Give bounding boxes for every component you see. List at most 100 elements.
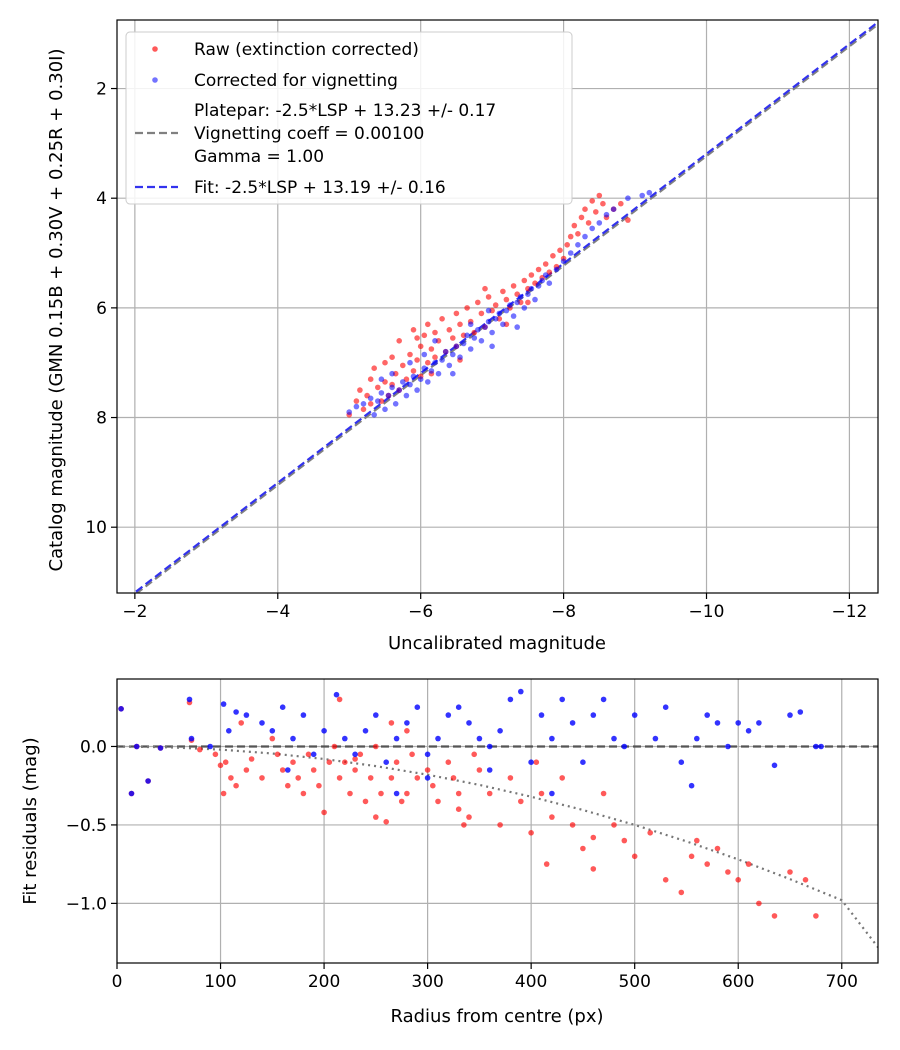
scatter-point-0 bbox=[435, 798, 441, 805]
scatter-point-1 bbox=[486, 767, 493, 773]
scatter-point-0 bbox=[393, 759, 400, 765]
y-tick-label: −0.5 bbox=[66, 816, 107, 836]
scatter-point-0 bbox=[342, 759, 348, 765]
scatter-point-1 bbox=[457, 354, 463, 361]
scatter-point-0 bbox=[582, 206, 588, 212]
legend-corrected-label: Corrected for vignetting bbox=[194, 71, 398, 91]
scatter-point-1 bbox=[414, 704, 421, 710]
scatter-point-1 bbox=[589, 225, 595, 232]
scatter-point-0 bbox=[285, 782, 291, 789]
scatter-point-0 bbox=[305, 751, 312, 758]
scatter-point-0 bbox=[486, 790, 493, 797]
scatter-point-1 bbox=[580, 759, 586, 765]
scatter-point-0 bbox=[331, 743, 338, 750]
scatter-point-1 bbox=[425, 379, 431, 385]
scatter-point-1 bbox=[233, 709, 239, 715]
x-tick-label: −2 bbox=[122, 602, 147, 622]
scatter-point-1 bbox=[688, 782, 695, 789]
scatter-point-1 bbox=[497, 728, 503, 734]
scatter-point-1 bbox=[600, 696, 607, 703]
scatter-point-0 bbox=[439, 316, 445, 322]
y-tick-label: 0.0 bbox=[80, 737, 107, 757]
scatter-point-0 bbox=[549, 814, 555, 820]
scatter-point-0 bbox=[542, 261, 549, 267]
scatter-point-1 bbox=[546, 280, 553, 287]
scatter-point-0 bbox=[578, 214, 585, 221]
scatter-point-1 bbox=[424, 775, 431, 781]
scatter-point-0 bbox=[373, 743, 379, 750]
scatter-point-0 bbox=[410, 327, 417, 333]
scatter-point-0 bbox=[569, 822, 576, 828]
scatter-point-0 bbox=[357, 387, 363, 393]
scatter-point-1 bbox=[639, 192, 645, 199]
scatter-point-1 bbox=[771, 762, 778, 769]
scatter-point-1 bbox=[321, 728, 327, 734]
scatter-point-1 bbox=[510, 313, 517, 319]
scatter-point-1 bbox=[514, 324, 520, 330]
scatter-point-1 bbox=[818, 743, 824, 750]
scatter-point-0 bbox=[528, 830, 534, 836]
scatter-point-1 bbox=[383, 759, 390, 765]
scatter-point-1 bbox=[467, 321, 474, 328]
scatter-point-1 bbox=[475, 327, 481, 333]
scatter-point-0 bbox=[714, 845, 721, 852]
scatter-point-0 bbox=[678, 889, 685, 896]
scatter-point-1 bbox=[662, 704, 669, 710]
scatter-point-1 bbox=[611, 735, 617, 742]
scatter-point-0 bbox=[389, 354, 395, 361]
scatter-point-1 bbox=[560, 258, 567, 265]
scatter-point-1 bbox=[353, 403, 360, 410]
scatter-point-0 bbox=[336, 696, 343, 703]
bottom-y-axis-label: Fit residuals (mag) bbox=[20, 737, 41, 904]
scatter-point-1 bbox=[333, 691, 340, 698]
scatter-point-1 bbox=[631, 712, 638, 718]
scatter-point-1 bbox=[797, 709, 804, 715]
scatter-point-0 bbox=[425, 321, 431, 328]
scatter-point-1 bbox=[393, 790, 400, 797]
scatter-point-0 bbox=[279, 767, 286, 773]
scatter-point-1 bbox=[421, 351, 428, 358]
scatter-point-1 bbox=[532, 296, 538, 303]
scatter-point-1 bbox=[446, 362, 453, 369]
scatter-point-0 bbox=[507, 775, 514, 781]
scatter-point-1 bbox=[382, 406, 388, 413]
scatter-point-0 bbox=[618, 200, 624, 207]
scatter-point-0 bbox=[274, 751, 281, 758]
series-line-2 bbox=[135, 23, 878, 593]
scatter-point-0 bbox=[611, 822, 617, 828]
scatter-point-0 bbox=[450, 335, 456, 341]
bottom-plot-frame bbox=[116, 678, 879, 964]
scatter-point-0 bbox=[535, 266, 542, 273]
scatter-point-1 bbox=[590, 712, 597, 718]
scatter-point-1 bbox=[392, 401, 399, 407]
scatter-point-0 bbox=[590, 834, 597, 841]
scatter-point-1 bbox=[652, 735, 659, 742]
scatter-point-1 bbox=[500, 321, 506, 328]
scatter-point-1 bbox=[542, 272, 549, 278]
x-tick-label: −8 bbox=[551, 602, 576, 622]
scatter-point-0 bbox=[600, 200, 606, 207]
scatter-point-1 bbox=[352, 751, 358, 758]
scatter-point-1 bbox=[362, 728, 369, 734]
scatter-point-0 bbox=[485, 294, 492, 300]
scatter-point-0 bbox=[300, 790, 307, 797]
scatter-point-0 bbox=[575, 231, 581, 237]
scatter-point-1 bbox=[404, 720, 410, 726]
scatter-point-1 bbox=[389, 370, 395, 377]
scatter-point-0 bbox=[233, 782, 239, 789]
scatter-point-0 bbox=[421, 332, 428, 339]
scatter-point-0 bbox=[373, 814, 379, 820]
scatter-point-1 bbox=[549, 735, 555, 742]
scatter-point-1 bbox=[621, 743, 628, 750]
scatter-point-0 bbox=[518, 798, 524, 805]
scatter-point-1 bbox=[503, 307, 510, 314]
scatter-point-1 bbox=[450, 370, 456, 377]
scatter-point-0 bbox=[694, 837, 700, 844]
scatter-point-1 bbox=[486, 743, 493, 750]
scatter-point-1 bbox=[414, 387, 420, 393]
legend-platepar-label-3: Gamma = 1.00 bbox=[194, 147, 324, 167]
scatter-point-1 bbox=[507, 696, 514, 703]
scatter-point-1 bbox=[118, 706, 124, 712]
scatter-point-0 bbox=[371, 365, 378, 372]
scatter-point-1 bbox=[393, 735, 400, 742]
